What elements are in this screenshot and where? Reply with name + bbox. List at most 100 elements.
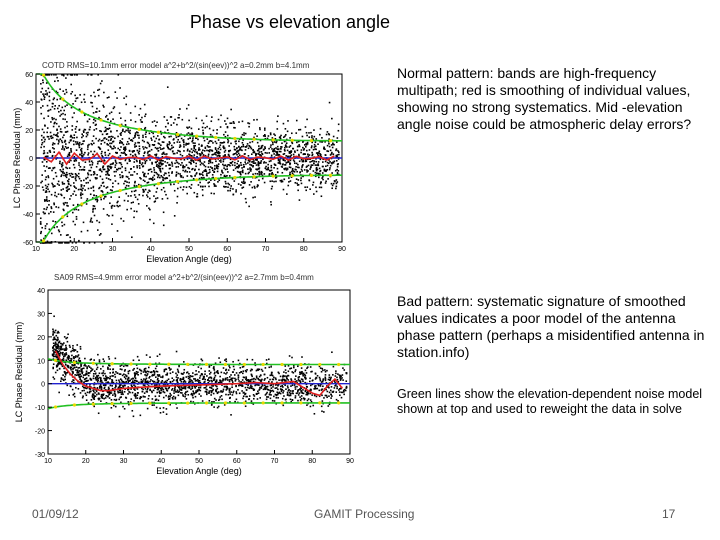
scatter-point — [125, 184, 128, 187]
scatter-point — [48, 242, 51, 244]
scatter-point — [47, 183, 50, 186]
scatter-point — [301, 378, 304, 381]
scatter-point — [106, 143, 109, 146]
scatter-point — [253, 395, 256, 397]
scatter-point — [175, 136, 178, 139]
scatter-point — [154, 399, 157, 402]
scatter-point — [218, 160, 221, 162]
scatter-point — [52, 125, 55, 128]
scatter-point — [329, 154, 332, 156]
scatter-point — [179, 379, 182, 381]
scatter-point — [123, 97, 125, 100]
scatter-point — [172, 398, 174, 400]
scatter-point — [272, 386, 274, 388]
scatter-point — [114, 159, 117, 162]
scatter-point — [326, 396, 328, 399]
scatter-point — [213, 377, 215, 380]
scatter-point — [287, 120, 289, 122]
scatter-point — [314, 387, 316, 390]
scatter-point — [58, 162, 61, 165]
scatter-point — [69, 360, 71, 363]
scatter-point — [155, 370, 158, 373]
scatter-point — [108, 96, 110, 99]
scatter-point — [258, 375, 261, 378]
scatter-point — [280, 379, 282, 381]
scatter-point — [176, 141, 179, 143]
scatter-point — [319, 158, 322, 161]
scatter-point — [233, 145, 236, 148]
scatter-point — [254, 362, 256, 364]
scatter-point — [230, 108, 232, 111]
scatter-point — [227, 140, 230, 142]
scatter-point — [219, 396, 221, 398]
scatter-point — [206, 125, 208, 128]
scatter-point — [252, 149, 254, 151]
scatter-point — [42, 242, 45, 244]
scatter-point — [104, 375, 107, 377]
y-tick-label: 10 — [37, 358, 45, 365]
scatter-point — [64, 354, 66, 356]
scatter-point — [272, 384, 275, 386]
scatter-point — [126, 208, 128, 211]
scatter-point — [168, 143, 170, 146]
scatter-point — [215, 185, 217, 187]
scatter-point — [244, 392, 247, 395]
scatter-point — [313, 162, 315, 164]
scatter-point — [133, 144, 136, 146]
scatter-point — [123, 373, 125, 376]
scatter-point — [118, 398, 120, 401]
scatter-point — [92, 122, 95, 124]
scatter-point — [134, 136, 136, 138]
scatter-point — [203, 176, 205, 179]
scatter-point — [290, 367, 293, 370]
scatter-point — [202, 137, 205, 139]
scatter-point — [54, 105, 57, 107]
scatter-point — [75, 149, 78, 151]
scatter-point — [213, 372, 216, 375]
scatter-point — [47, 87, 50, 90]
noise-model-marker — [290, 138, 294, 142]
scatter-point — [162, 151, 165, 154]
scatter-point — [273, 180, 275, 183]
scatter-point — [198, 143, 200, 146]
scatter-point — [49, 131, 52, 134]
scatter-point — [214, 147, 217, 149]
scatter-point — [59, 380, 62, 383]
scatter-point — [128, 143, 130, 145]
scatter-point — [126, 140, 129, 143]
scatter-point — [169, 395, 171, 398]
scatter-point — [110, 142, 113, 145]
scatter-point — [155, 191, 158, 193]
scatter-point — [78, 357, 81, 360]
scatter-point — [220, 390, 222, 392]
scatter-point — [141, 162, 144, 164]
scatter-point — [256, 168, 258, 171]
scatter-point — [159, 146, 161, 149]
scatter-point — [210, 140, 213, 142]
scatter-point — [107, 170, 109, 172]
scatter-point — [192, 390, 194, 393]
scatter-point — [209, 171, 211, 173]
scatter-point — [147, 381, 150, 384]
scatter-point — [304, 146, 307, 148]
scatter-point — [124, 180, 127, 183]
scatter-point — [226, 117, 229, 120]
scatter-point — [229, 161, 232, 164]
scatter-point — [98, 360, 101, 363]
noise-model-marker — [214, 135, 218, 140]
scatter-point — [98, 221, 101, 224]
scatter-point — [151, 143, 154, 146]
scatter-point — [139, 369, 142, 372]
scatter-point — [207, 166, 210, 168]
scatter-point — [313, 146, 316, 148]
scatter-point — [258, 151, 261, 153]
scatter-point — [40, 146, 42, 149]
scatter-point — [151, 398, 154, 400]
scatter-point — [256, 173, 259, 175]
scatter-point — [171, 150, 174, 153]
scatter-point — [242, 171, 244, 174]
scatter-point — [168, 135, 171, 138]
scatter-point — [242, 143, 245, 146]
scatter-point — [109, 139, 112, 141]
scatter-point — [250, 181, 252, 183]
